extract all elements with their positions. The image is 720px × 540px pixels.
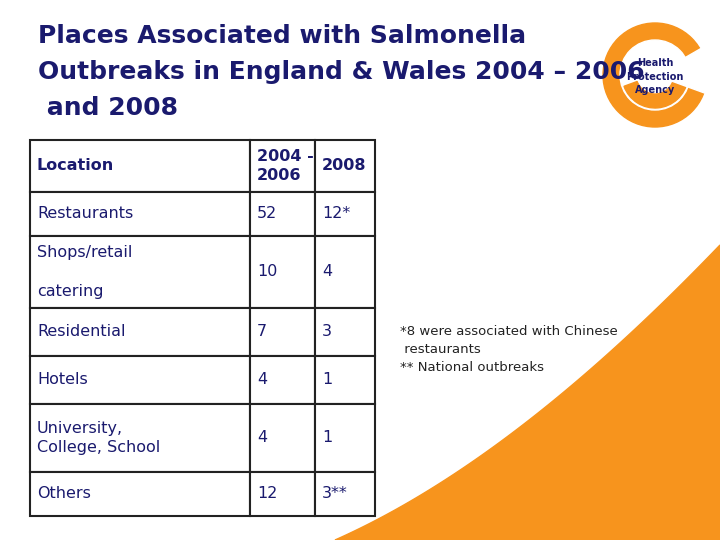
Text: Health: Health [636, 58, 673, 68]
Text: 4: 4 [257, 430, 267, 445]
Text: 12: 12 [257, 487, 277, 502]
Bar [250, 236, 315, 308]
Text: University,
College, School: University, College, School [37, 421, 161, 455]
Bar [250, 308, 315, 356]
Text: Shops/retail

catering: Shops/retail catering [37, 245, 132, 299]
Bar [315, 236, 375, 308]
Bar [30, 308, 250, 356]
Bar [30, 404, 250, 472]
Polygon shape [335, 245, 720, 540]
Text: 12*: 12* [322, 206, 350, 221]
Text: Others: Others [37, 487, 91, 502]
Text: Outbreaks in England & Wales 2004 – 2006: Outbreaks in England & Wales 2004 – 2006 [38, 60, 644, 84]
Bar [250, 140, 315, 192]
Bar [30, 356, 250, 404]
Text: 3**: 3** [322, 487, 348, 502]
Bar [30, 192, 250, 236]
Text: *8 were associated with Chinese
 restaurants
** National outbreaks: *8 were associated with Chinese restaura… [400, 325, 618, 374]
Text: 52: 52 [257, 206, 277, 221]
Text: Location: Location [37, 159, 114, 173]
Text: 7: 7 [257, 325, 267, 340]
Text: 10: 10 [257, 265, 277, 280]
Bar [30, 236, 250, 308]
Text: 2008: 2008 [322, 159, 366, 173]
Bar [250, 356, 315, 404]
Bar [315, 192, 375, 236]
Bar [30, 472, 250, 516]
Bar [315, 308, 375, 356]
Bar [30, 140, 250, 192]
Text: 4: 4 [257, 373, 267, 388]
Text: Residential: Residential [37, 325, 125, 340]
Text: 3: 3 [322, 325, 332, 340]
Bar [315, 404, 375, 472]
Circle shape [603, 23, 707, 127]
Bar [315, 356, 375, 404]
Text: Places Associated with Salmonella: Places Associated with Salmonella [38, 24, 526, 48]
Text: and 2008: and 2008 [38, 96, 178, 120]
Bar [315, 472, 375, 516]
Text: 4: 4 [322, 265, 332, 280]
Bar [250, 404, 315, 472]
Text: Restaurants: Restaurants [37, 206, 133, 221]
Text: Hotels: Hotels [37, 373, 88, 388]
Text: 1: 1 [322, 430, 332, 445]
Text: Agency: Agency [635, 85, 675, 95]
Wedge shape [624, 78, 688, 108]
Bar [250, 472, 315, 516]
Text: 2004 -
2006: 2004 - 2006 [257, 148, 314, 184]
Text: Protection: Protection [626, 72, 684, 82]
Bar [315, 140, 375, 192]
Wedge shape [655, 48, 709, 93]
Circle shape [620, 40, 690, 110]
Bar [250, 192, 315, 236]
Text: 1: 1 [322, 373, 332, 388]
